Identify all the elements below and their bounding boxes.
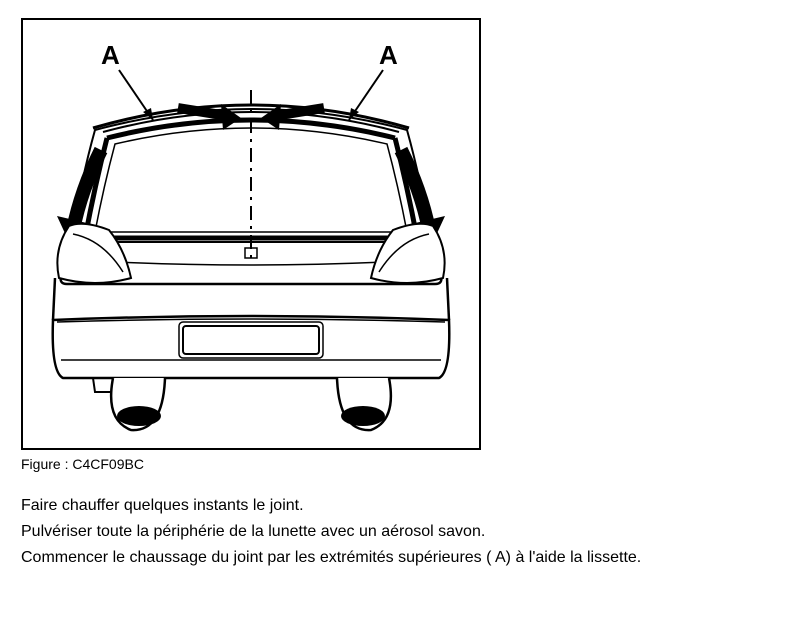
- instruction-line-1: Faire chauffer quelques instants le join…: [21, 494, 782, 518]
- car-diagram: [23, 20, 479, 448]
- instruction-line-2: Pulvériser toute la périphérie de la lun…: [21, 520, 782, 544]
- instruction-line-3: Commencer le chaussage du joint par les …: [21, 546, 782, 570]
- figure-frame: A A: [21, 18, 481, 450]
- figure-caption: Figure : C4CF09BC: [21, 456, 782, 472]
- instructions-block: Faire chauffer quelques instants le join…: [21, 494, 782, 570]
